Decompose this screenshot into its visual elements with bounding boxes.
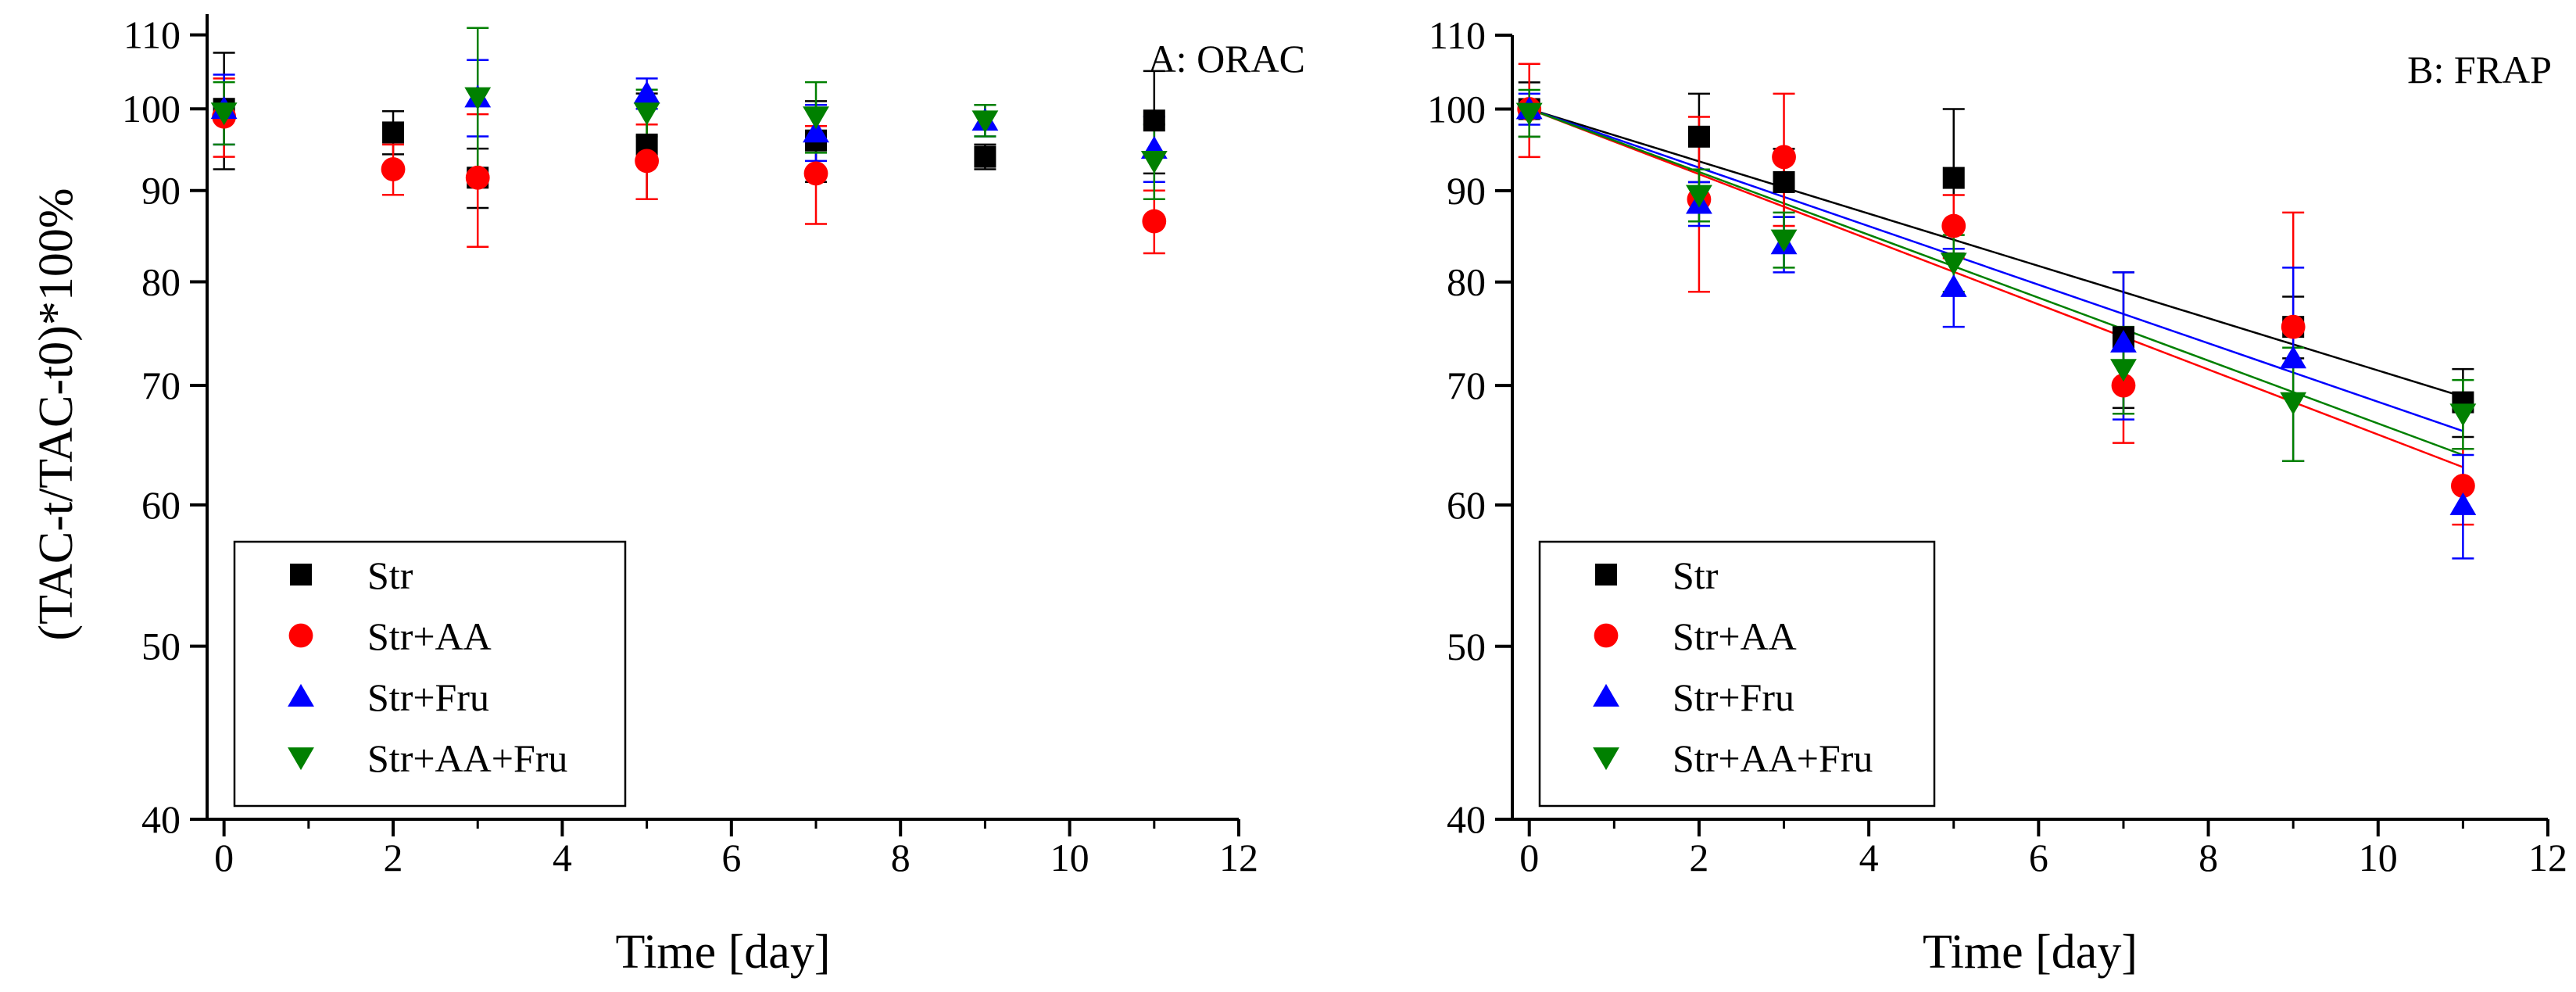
data-point (1686, 184, 1712, 208)
y-tick-label: 70 (1447, 363, 1486, 407)
y-tick-label: 60 (1447, 483, 1486, 527)
y-tick-label: 100 (1427, 87, 1486, 131)
x-tick-label: 4 (553, 836, 572, 879)
x-tick-label: 6 (2029, 836, 2048, 879)
legend-marker-2 (1594, 623, 1619, 648)
x-tick-label: 12 (1219, 836, 1258, 879)
data-point (382, 121, 405, 144)
x-tick-label: 8 (891, 836, 911, 879)
x-tick-label: 2 (1689, 836, 1708, 879)
legend-marker-4 (288, 747, 314, 771)
y-tick-label: 90 (1447, 169, 1486, 213)
legend-marker-3 (1593, 683, 1619, 707)
data-point (633, 102, 660, 126)
data-point (2280, 346, 2307, 369)
data-point (2281, 314, 2306, 339)
legend-label: Str+AA (367, 614, 492, 658)
legend-label: Str+Fru (367, 675, 489, 719)
data-point (210, 102, 238, 126)
data-point (803, 161, 828, 186)
data-point (2110, 359, 2137, 382)
data-point (974, 145, 996, 168)
y-tick-label: 90 (141, 169, 181, 213)
y-tick-label: 50 (141, 625, 181, 668)
data-point (635, 149, 660, 174)
legend-label: Str+Fru (1673, 675, 1794, 719)
data-point (1687, 125, 1710, 148)
y-tick-label: 110 (123, 13, 181, 57)
legend-marker-1 (1595, 564, 1617, 586)
data-point (465, 165, 490, 190)
panel-orac: 0 2 4 6 8 10 12 40 50 60 70 80 90 100 110 Time [day] (TA… (30, 13, 1305, 979)
y-tick-label: 100 (122, 87, 181, 131)
panel-title: B: FRAP (2407, 48, 2552, 91)
legend-label: Str+AA+Fru (1673, 736, 1873, 780)
trend-line-3 (1529, 108, 2463, 432)
trend-line-4 (1529, 108, 2463, 457)
panel-frap: 0 2 4 6 8 10 12 40 50 60 70 80 90 100 110 Time [day] B: … (1427, 13, 2567, 979)
legend-marker-4 (1593, 747, 1619, 771)
x-tick-label: 4 (1859, 836, 1879, 879)
x-tick-label: 10 (2359, 836, 2398, 879)
data-point (1143, 109, 1165, 132)
data-point (1941, 213, 1966, 238)
data-point (1940, 252, 1967, 276)
y-tick-label: 50 (1447, 625, 1486, 668)
legend-label: Str+AA+Fru (367, 736, 567, 780)
data-point (2280, 392, 2307, 415)
data-point (1770, 229, 1798, 252)
data-point (2450, 474, 2475, 498)
data-point (1140, 150, 1168, 174)
data-point (1515, 102, 1543, 126)
data-point (2111, 373, 2136, 398)
x-tick-label: 12 (2528, 836, 2567, 879)
data-point (381, 157, 406, 181)
y-tick-label: 40 (141, 797, 181, 841)
x-tick-label: 0 (214, 836, 234, 879)
y-tick-label: 40 (1447, 797, 1486, 841)
y-axis-label: (TAC-t/TAC-t0)*100% (30, 188, 83, 641)
legend-marker-1 (290, 564, 312, 586)
data-point (1940, 274, 1967, 297)
x-axis-label: Time [day] (1923, 926, 2138, 979)
trend-line-1 (1529, 108, 2463, 398)
data-point (2449, 492, 2477, 515)
data-point (803, 106, 829, 130)
x-tick-label: 8 (2199, 836, 2218, 879)
trend-line-2 (1529, 108, 2463, 468)
legend-label: Str (1673, 553, 1719, 597)
data-point (1773, 171, 1795, 194)
legend-label: Str+AA (1673, 614, 1797, 658)
x-tick-label: 6 (721, 836, 741, 879)
x-axis-label: Time [day] (616, 926, 831, 979)
y-tick-label: 110 (1429, 13, 1486, 57)
x-tick-label: 2 (384, 836, 403, 879)
x-tick-label: 10 (1050, 836, 1089, 879)
data-point (633, 81, 660, 104)
x-tick-label: 0 (1519, 836, 1539, 879)
data-point (1772, 145, 1796, 170)
data-point (2110, 329, 2137, 353)
data-point (971, 110, 999, 134)
y-tick-label: 80 (141, 260, 181, 304)
y-tick-label: 70 (141, 363, 181, 407)
data-point (803, 120, 829, 143)
data-point (1942, 167, 1965, 189)
data-point (1142, 209, 1167, 234)
legend-marker-3 (288, 683, 314, 707)
data-point (464, 87, 492, 110)
panel-title: A: ORAC (1148, 37, 1305, 81)
y-tick-label: 80 (1447, 260, 1486, 304)
legend-label: Str (367, 553, 413, 597)
legend-marker-2 (288, 623, 313, 648)
y-tick-label: 60 (141, 483, 181, 527)
data-point (2449, 403, 2477, 427)
